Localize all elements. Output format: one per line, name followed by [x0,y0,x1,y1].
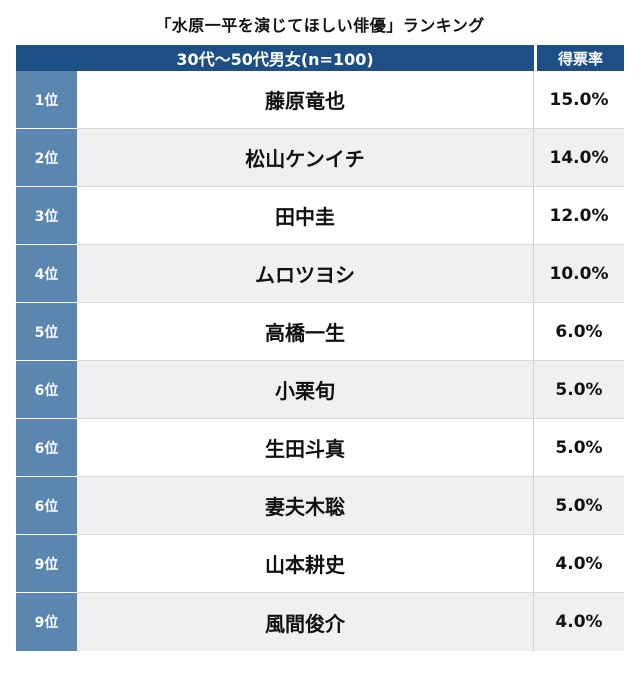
vote-rate-cell: 4.0% [534,593,624,651]
actor-name-cell: 松山ケンイチ [77,129,534,186]
rank-cell: 5位 [16,303,77,361]
vote-rate-cell: 5.0% [534,477,624,534]
rank-cell: 6位 [16,477,77,535]
actor-name-cell: 藤原竜也 [77,71,534,128]
rank-cell: 6位 [16,419,77,477]
actor-name-cell: 生田斗真 [77,419,534,476]
vote-rate-cell: 5.0% [534,361,624,418]
rank-cell: 6位 [16,361,77,419]
actor-name-cell: 田中圭 [77,187,534,244]
ranking-table: 30代〜50代男女(n=100) 得票率 1位 藤原竜也 15.0% 2位 松山… [16,45,624,652]
page-title: 「水原一平を演じてほしい俳優」ランキング [155,16,485,35]
header-vote-rate: 得票率 [537,45,624,71]
table-header: 30代〜50代男女(n=100) 得票率 [16,45,624,71]
actor-name-cell: ムロツヨシ [77,245,534,302]
rank-cell: 1位 [16,71,77,129]
vote-rate-cell: 6.0% [534,303,624,360]
table-row: 9位 風間俊介 4.0% [16,593,624,652]
actor-name-cell: 妻夫木聡 [77,477,534,534]
table-row: 6位 小栗旬 5.0% [16,361,624,419]
vote-rate-cell: 4.0% [534,535,624,592]
actor-name-cell: 山本耕史 [77,535,534,592]
header-divider [534,45,537,71]
vote-rate-cell: 12.0% [534,187,624,244]
rank-cell: 4位 [16,245,77,303]
table-row: 2位 松山ケンイチ 14.0% [16,129,624,187]
table-row: 4位 ムロツヨシ 10.0% [16,245,624,303]
rank-cell: 9位 [16,535,77,593]
vote-rate-cell: 5.0% [534,419,624,476]
header-sample-group: 30代〜50代男女(n=100) [16,45,534,71]
table-row: 3位 田中圭 12.0% [16,187,624,245]
vote-rate-cell: 10.0% [534,245,624,302]
table-row: 6位 生田斗真 5.0% [16,419,624,477]
actor-name-cell: 風間俊介 [77,593,534,651]
actor-name-cell: 小栗旬 [77,361,534,418]
table-row: 1位 藤原竜也 15.0% [16,71,624,129]
table-row: 5位 高橋一生 6.0% [16,303,624,361]
table-row: 6位 妻夫木聡 5.0% [16,477,624,535]
rank-cell: 9位 [16,593,77,652]
rank-cell: 2位 [16,129,77,187]
actor-name-cell: 高橋一生 [77,303,534,360]
table-row: 9位 山本耕史 4.0% [16,535,624,593]
vote-rate-cell: 15.0% [534,71,624,128]
vote-rate-cell: 14.0% [534,129,624,186]
rank-cell: 3位 [16,187,77,245]
